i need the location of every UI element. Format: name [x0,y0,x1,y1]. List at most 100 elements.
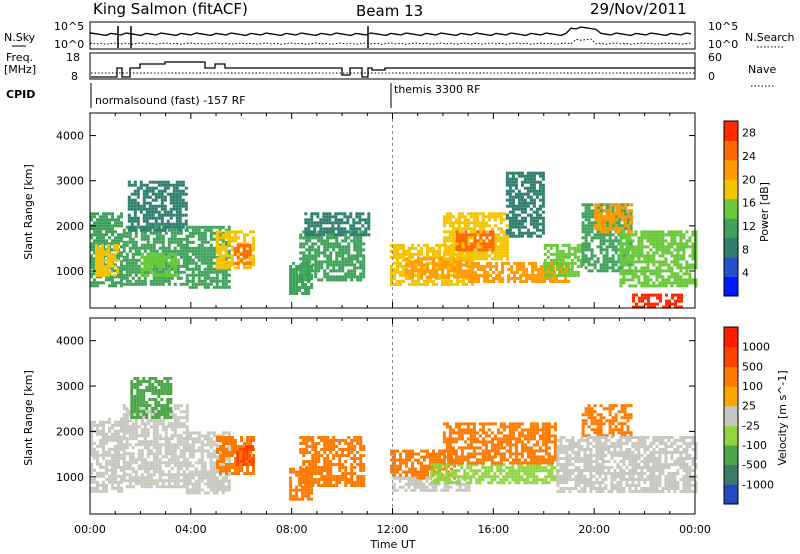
power-cell [532,189,536,193]
power-cell [459,279,462,283]
power-cell [323,254,327,258]
power-cell [111,269,114,273]
velocity-cell [140,449,144,453]
power-cell [676,272,680,276]
power-cell [323,239,327,243]
power-cell [685,263,689,267]
power-cell [558,252,562,256]
velocity-cell [228,466,231,469]
power-cell [417,260,421,264]
power-cell [209,261,213,265]
velocity-cell [219,457,222,460]
power-cell [131,267,135,271]
power-cell [581,212,585,216]
power-cell [90,218,93,222]
power-cell [643,275,647,279]
power-cell [178,225,182,229]
power-cell [461,233,465,237]
power-cell [658,275,662,279]
velocity-cell [209,437,213,441]
power-cell [679,236,683,240]
power-cell [137,264,141,268]
power-cell [414,246,417,250]
power-cell [468,265,472,268]
power-cell [594,224,598,228]
power-cell [538,207,542,211]
velocity-cell [203,443,207,447]
power-cell [359,242,363,246]
power-cell [451,215,455,219]
power-cell [643,272,647,276]
power-cell [347,260,351,264]
power-cell [90,257,93,261]
power-cell [511,177,515,181]
power-cell [688,254,692,258]
velocity-cell [160,410,164,413]
power-cell [590,209,594,213]
power-cell [175,216,179,220]
power-cell [552,258,556,262]
power-cell [637,245,641,249]
power-cell [172,225,176,229]
power-cell [128,279,132,283]
power-cell [605,254,609,258]
power-cell [188,273,192,277]
power-cell [426,249,429,253]
power-cell [522,265,526,268]
power-cell [513,280,517,283]
velocity-cell [140,434,144,438]
power-cell [445,212,449,216]
velocity-cell [152,455,156,459]
power-cell [475,233,479,237]
velocity-cell [228,451,231,454]
power-cell [149,243,153,247]
power-cell [95,267,98,271]
power-cell [490,215,494,219]
power-cell [167,237,171,241]
power-cell [134,249,138,253]
power-cell [356,239,360,243]
velocity-cell [197,440,201,444]
power-cell [640,269,644,273]
power-cell [471,280,475,283]
power-cell [426,257,430,261]
power-cell [538,192,542,196]
power-cell [514,171,518,175]
velocity-cell [125,467,129,471]
power-cell [149,282,153,286]
power-cell [142,198,146,202]
velocity-cell [176,470,180,474]
power-cell [682,254,686,258]
power-cell [93,257,96,261]
power-cell [170,267,174,271]
velocity-cell [149,476,153,480]
power-cell [98,252,101,256]
power-cell [93,251,96,255]
power-cell [670,254,674,258]
power-cell [606,209,610,213]
power-cell [540,268,544,271]
power-cell [477,280,481,283]
velocity-cell [160,413,164,416]
power-cell [600,206,604,210]
velocity-cell [237,445,240,448]
velocity-cell [161,437,165,441]
power-cell [343,230,347,234]
power-cell [228,242,231,246]
power-cell [625,254,629,258]
power-cell [105,278,108,282]
power-cell [146,258,150,262]
power-cell [529,177,533,181]
power-cell [682,236,686,240]
power-cell [448,251,452,255]
power-cell [417,269,421,273]
power-cell [117,236,120,240]
power-cell [353,272,357,276]
power-cell [634,275,638,279]
power-cell [329,257,333,261]
power-cell [353,269,357,273]
power-cell [646,260,650,264]
power-cell [239,258,243,262]
velocity-cell [137,443,141,447]
